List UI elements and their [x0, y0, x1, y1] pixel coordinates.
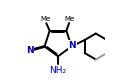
Text: Me: Me [64, 16, 75, 22]
Text: NH₂: NH₂ [49, 66, 67, 75]
Text: Me: Me [41, 16, 51, 22]
Text: N: N [26, 46, 33, 55]
Text: N: N [68, 41, 76, 50]
